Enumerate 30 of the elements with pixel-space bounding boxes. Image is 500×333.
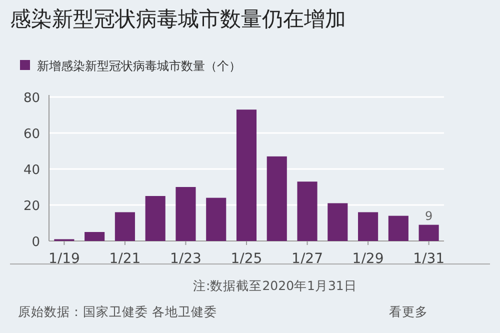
- text: 原始数据：国家卫健委 各地卫健委: [18, 304, 217, 319]
- bar: [328, 203, 348, 241]
- y-tick-label: 20: [23, 199, 40, 214]
- x-tick-label: 1/23: [170, 251, 202, 267]
- text: 注:数据截至2020年1月31日: [193, 278, 357, 293]
- x-tick-label: 1/19: [48, 251, 80, 267]
- legend-label: 新增感染新型冠状病毒城市数量（个）: [37, 59, 241, 73]
- y-tick-label: 40: [23, 163, 40, 178]
- x-tick-label: 1/29: [352, 251, 384, 267]
- x-tick-label: 1/25: [230, 251, 262, 267]
- bar: [176, 187, 196, 241]
- text: 看更多: [389, 304, 428, 319]
- x-tick-label: 1/31: [413, 251, 445, 267]
- y-tick-label: 60: [23, 127, 40, 142]
- bar: [145, 196, 166, 241]
- data-label: 9: [424, 208, 433, 223]
- bar: [418, 224, 439, 241]
- bar: [297, 182, 318, 241]
- bar: [358, 212, 378, 241]
- bar: [266, 156, 287, 241]
- bar: [388, 216, 408, 241]
- bar: [206, 198, 226, 241]
- x-tick-label: 1/21: [109, 251, 141, 267]
- bar: [84, 232, 105, 241]
- x-tick-label: 1/27: [292, 251, 323, 267]
- bar: [236, 110, 257, 241]
- y-tick-label: 0: [32, 235, 40, 250]
- bar: [114, 212, 135, 241]
- y-tick-label: 80: [23, 91, 40, 106]
- chart-title: 感染新型冠状病毒城市数量仍在增加: [10, 7, 346, 31]
